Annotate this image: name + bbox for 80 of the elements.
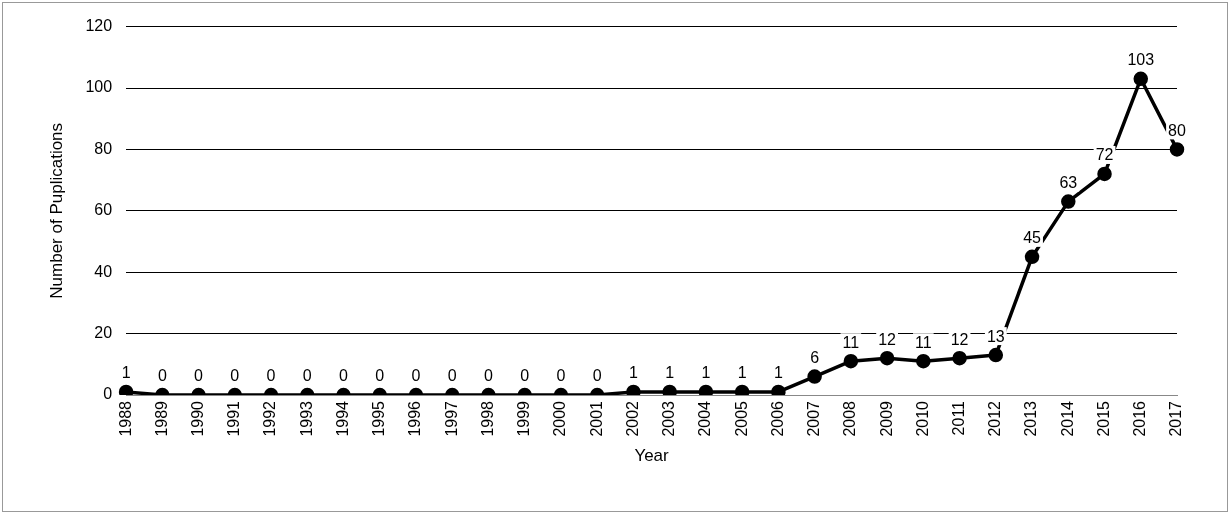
x-axis-title: Year <box>634 446 670 466</box>
y-axis-title: Number of Puplications <box>46 122 66 299</box>
y-tick-label: 60 <box>94 201 113 219</box>
data-label: 72 <box>1095 146 1114 164</box>
point <box>1024 249 1040 265</box>
data-label: 0 <box>484 367 494 385</box>
y-tick-label: 100 <box>85 78 113 96</box>
x-tick-label: 1996 <box>406 400 424 437</box>
data-label: 12 <box>878 330 897 348</box>
point <box>1169 142 1185 157</box>
x-tick-label: 2007 <box>805 400 823 437</box>
data-label: 0 <box>520 367 530 385</box>
x-tick-label: 2017 <box>1167 400 1185 437</box>
x-tick-label: 1993 <box>297 400 315 437</box>
data-label: 45 <box>1023 229 1042 247</box>
data-label: 0 <box>411 367 421 385</box>
data-label: 11 <box>842 333 860 351</box>
data-label: 1 <box>701 364 711 382</box>
x-tick-label: 2003 <box>660 400 678 437</box>
data-label: 1 <box>628 364 638 382</box>
data-label: 13 <box>986 327 1005 345</box>
data-label: 1 <box>121 364 131 382</box>
data-label: 0 <box>339 367 349 385</box>
x-tick-label: 2000 <box>551 400 569 437</box>
data-label: 0 <box>447 367 457 385</box>
y-tick-label: 0 <box>103 385 113 403</box>
data-label: 1 <box>773 364 783 382</box>
x-tick-label: 2008 <box>841 400 859 437</box>
x-tick-label: 2014 <box>1058 400 1076 437</box>
data-label: 0 <box>266 367 276 385</box>
data-label: 0 <box>556 367 566 385</box>
x-tick-label: 2016 <box>1131 400 1149 437</box>
data-label: 6 <box>810 348 820 366</box>
x-tick-label: 2010 <box>913 400 931 437</box>
data-label: 11 <box>915 333 932 351</box>
y-tick-label: 20 <box>94 324 113 342</box>
data-label: 0 <box>375 367 385 385</box>
x-tick-label: 1989 <box>152 400 170 437</box>
x-tick-label: 1994 <box>333 400 351 437</box>
x-tick-label: 1998 <box>478 400 496 437</box>
y-tick-label: 80 <box>94 139 113 157</box>
point <box>734 384 750 396</box>
x-tick-label: 2009 <box>877 400 895 437</box>
data-label: 1 <box>737 364 747 382</box>
x-tick-label: 2001 <box>587 400 605 437</box>
point <box>1133 71 1149 87</box>
x-tick-label: 1997 <box>442 400 460 437</box>
y-tick-label: 40 <box>94 262 113 280</box>
data-label: 12 <box>950 330 969 348</box>
x-tick-label: 1991 <box>225 400 243 437</box>
x-tick-label: 2002 <box>623 400 641 437</box>
point <box>662 384 677 396</box>
data-label: 0 <box>592 367 602 385</box>
data-label: 1 <box>665 364 675 382</box>
point <box>626 384 641 396</box>
x-tick-label: 2012 <box>986 400 1004 437</box>
point <box>118 384 134 396</box>
x-tick-label: 2011 <box>949 400 967 436</box>
data-label: 80 <box>1168 121 1186 139</box>
data-label: 0 <box>302 367 312 385</box>
data-label: 0 <box>230 367 240 385</box>
x-tick-label: 2006 <box>768 400 786 437</box>
point <box>1061 194 1076 209</box>
x-tick-label: 2015 <box>1094 400 1112 437</box>
data-label: 63 <box>1059 174 1078 191</box>
x-tick-label: 1995 <box>370 400 388 437</box>
x-tick-label: 2005 <box>732 400 750 437</box>
data-label: 0 <box>194 367 204 385</box>
x-tick-label: 2004 <box>696 400 714 437</box>
y-tick-label: 120 <box>85 17 113 35</box>
point <box>1097 166 1112 182</box>
point <box>771 384 786 396</box>
x-tick-label: 1999 <box>515 400 533 437</box>
x-tick-label: 2013 <box>1022 400 1040 437</box>
x-tick-label: 1990 <box>188 400 206 437</box>
point <box>698 384 714 396</box>
data-label: 103 <box>1127 51 1155 69</box>
x-tick-label: 1988 <box>116 400 134 437</box>
x-tick-label: 1992 <box>261 400 279 437</box>
data-label: 0 <box>157 367 167 385</box>
